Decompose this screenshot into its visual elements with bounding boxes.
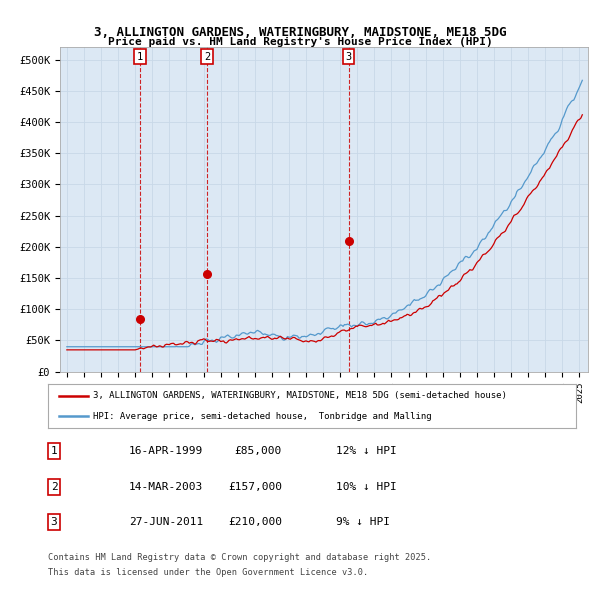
Text: £210,000: £210,000 <box>228 517 282 527</box>
Text: 3, ALLINGTON GARDENS, WATERINGBURY, MAIDSTONE, ME18 5DG: 3, ALLINGTON GARDENS, WATERINGBURY, MAID… <box>94 26 506 39</box>
Text: £157,000: £157,000 <box>228 482 282 491</box>
Text: 10% ↓ HPI: 10% ↓ HPI <box>336 482 397 491</box>
Text: 1: 1 <box>137 51 143 61</box>
Text: 1: 1 <box>50 447 58 456</box>
Text: 9% ↓ HPI: 9% ↓ HPI <box>336 517 390 527</box>
Text: HPI: Average price, semi-detached house,  Tonbridge and Malling: HPI: Average price, semi-detached house,… <box>93 412 431 421</box>
Text: Contains HM Land Registry data © Crown copyright and database right 2025.: Contains HM Land Registry data © Crown c… <box>48 553 431 562</box>
Text: 16-APR-1999: 16-APR-1999 <box>129 447 203 456</box>
Text: 27-JUN-2011: 27-JUN-2011 <box>129 517 203 527</box>
Text: 3: 3 <box>346 51 352 61</box>
Text: 3, ALLINGTON GARDENS, WATERINGBURY, MAIDSTONE, ME18 5DG (semi-detached house): 3, ALLINGTON GARDENS, WATERINGBURY, MAID… <box>93 391 507 401</box>
Text: 3: 3 <box>50 517 58 527</box>
Text: £85,000: £85,000 <box>235 447 282 456</box>
Text: This data is licensed under the Open Government Licence v3.0.: This data is licensed under the Open Gov… <box>48 568 368 577</box>
Text: 14-MAR-2003: 14-MAR-2003 <box>129 482 203 491</box>
Text: Price paid vs. HM Land Registry's House Price Index (HPI): Price paid vs. HM Land Registry's House … <box>107 37 493 48</box>
Text: 2: 2 <box>204 51 210 61</box>
Text: 12% ↓ HPI: 12% ↓ HPI <box>336 447 397 456</box>
Text: 2: 2 <box>50 482 58 491</box>
